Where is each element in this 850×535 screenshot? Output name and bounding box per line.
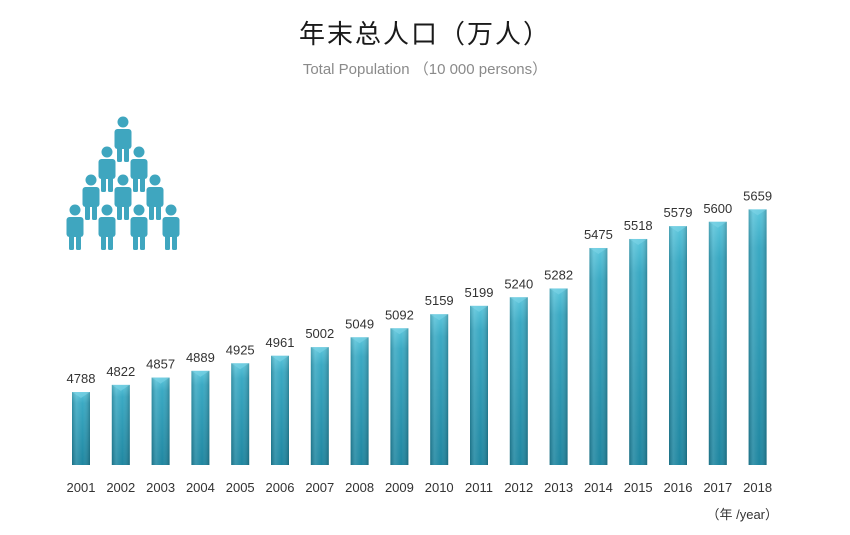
bar-cap-2018 [748,209,767,216]
value-label-2009: 5092 [385,307,414,322]
x-axis-unit-label: （年 /year） [706,507,778,522]
x-tick-label-2006: 2006 [266,480,295,495]
x-tick-label-2012: 2012 [504,480,533,495]
value-label-2016: 5579 [664,205,693,220]
bar-shade-2011 [470,305,488,465]
x-tick-label-2004: 2004 [186,480,215,495]
chart-title: 年末总人口（万人） [298,20,551,50]
bar-shade-2005 [231,363,250,465]
bar-shade-2017 [708,221,727,465]
x-tick-label-2016: 2016 [664,480,693,495]
value-label-2001: 4788 [67,371,96,386]
x-tick-label-2013: 2013 [544,480,573,495]
x-tick-label-2010: 2010 [425,480,454,495]
x-tick-label-2003: 2003 [146,480,175,495]
bar-shade-2014 [589,247,608,465]
bar-shade-2016 [669,226,687,465]
value-label-2006: 4961 [266,335,295,350]
bar-cap-2017 [708,221,727,228]
x-tick-label-2011: 2011 [465,480,493,495]
value-label-2008: 5049 [345,316,374,331]
bar-cap-2015 [629,238,648,245]
bar-cap-2013 [549,288,568,295]
value-label-2004: 4889 [186,350,215,365]
bar-shade-2008 [350,337,369,465]
value-label-2011: 5199 [465,285,494,300]
bar-cap-2006 [271,355,289,362]
bar-shade-2018 [748,209,767,465]
value-label-2010: 5159 [425,293,454,308]
x-tick-label-2009: 2009 [385,480,414,495]
x-tick-label-2002: 2002 [106,480,135,495]
x-tick-label-2017: 2017 [703,480,732,495]
value-label-2005: 4925 [226,342,255,357]
bar-shade-2002 [111,384,130,465]
x-tick-label-2001: 2001 [67,480,96,495]
bar-cap-2009 [390,328,409,335]
value-label-2015: 5518 [624,218,653,233]
bar-shade-2004 [191,370,210,465]
bar-cap-2002 [111,384,130,391]
bar-shade-2015 [629,238,648,465]
x-tick-label-2008: 2008 [345,480,374,495]
bar-cap-2003 [151,377,170,384]
bar-cap-2008 [350,337,369,344]
bar-shade-2006 [271,355,289,465]
x-tick-label-2015: 2015 [624,480,653,495]
bar-shade-2010 [430,314,449,465]
value-label-2014: 5475 [584,227,613,242]
bar-cap-2011 [470,305,488,312]
bar-shade-2003 [151,377,170,465]
bar-cap-2016 [669,226,687,233]
value-label-2012: 5240 [504,276,533,291]
value-label-2013: 5282 [544,267,573,282]
bar-shade-2007 [310,347,329,465]
x-tick-label-2007: 2007 [305,480,334,495]
bar-cap-2014 [589,247,608,254]
value-label-2017: 5600 [703,201,732,216]
bar-cap-2012 [509,297,528,304]
chart-subtitle: Total Population （10 000 persons） [302,61,548,78]
bar-cap-2001 [72,392,90,399]
bar-cap-2007 [310,347,329,354]
x-tick-label-2014: 2014 [584,480,613,495]
value-label-2003: 4857 [146,357,175,372]
bar-cap-2010 [430,314,449,321]
value-label-2002: 4822 [106,364,135,379]
bar-cap-2004 [191,370,210,377]
value-label-2007: 5002 [305,326,334,341]
bar-shade-2009 [390,328,409,465]
x-tick-label-2018: 2018 [743,480,772,495]
bar-shade-2013 [549,288,568,465]
x-tick-label-2005: 2005 [226,480,255,495]
bar-shade-2001 [72,392,90,465]
value-label-2018: 5659 [743,188,772,203]
bar-cap-2005 [231,363,250,370]
bar-shade-2012 [509,297,528,465]
